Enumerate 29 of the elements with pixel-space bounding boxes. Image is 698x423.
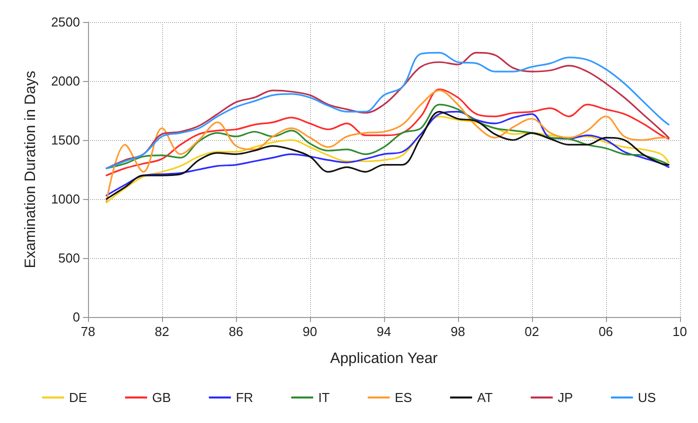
y-tick-label: 1000 xyxy=(51,192,80,206)
legend-label: AT xyxy=(477,390,493,405)
x-tick-label: 10 xyxy=(672,324,688,339)
y-tick-label: 0 xyxy=(72,310,80,324)
x-tick-label: 82 xyxy=(154,324,170,339)
x-tick-label: 94 xyxy=(376,324,392,339)
x-tick-label: 90 xyxy=(302,324,318,339)
x-tick-label: 86 xyxy=(228,324,244,339)
legend-label: US xyxy=(638,390,656,405)
y-tick-label: 2500 xyxy=(51,14,80,30)
x-tick-label: 02 xyxy=(524,324,540,339)
x-tick-label: 78 xyxy=(80,324,96,339)
line-series xyxy=(106,90,670,202)
line-series xyxy=(106,104,670,170)
legend-label: JP xyxy=(558,390,573,405)
x-axis-title: Application Year xyxy=(330,350,438,367)
line-series xyxy=(106,88,670,176)
y-tick-label: 500 xyxy=(58,250,80,266)
y-tick-label: 2000 xyxy=(51,74,80,88)
legend-label: GB xyxy=(152,390,171,405)
y-tick-label: 1500 xyxy=(51,132,80,148)
legend-label: DE xyxy=(69,390,88,405)
legend-label: IT xyxy=(318,390,330,405)
y-axis-title: Examination Duration in Days xyxy=(22,70,39,268)
x-tick-label: 06 xyxy=(598,324,614,339)
legend-label: ES xyxy=(394,390,412,405)
legend-label: FR xyxy=(236,390,254,405)
x-tick-label: 98 xyxy=(450,324,466,339)
line-series xyxy=(106,52,670,170)
